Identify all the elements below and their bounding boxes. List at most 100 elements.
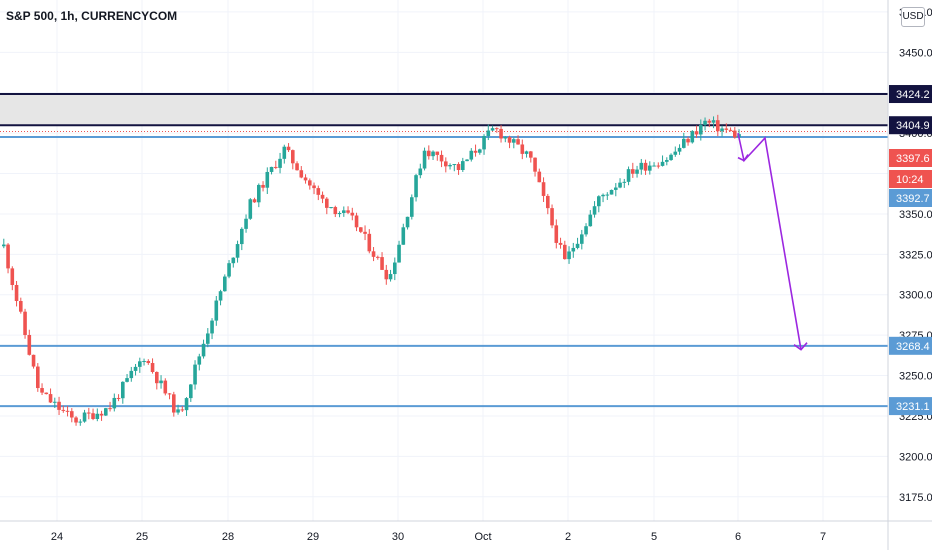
candle: [376, 256, 380, 258]
candle: [82, 412, 87, 422]
candle: [316, 188, 321, 195]
y-tick-label: 3350.0: [899, 209, 932, 221]
candle: [159, 380, 163, 384]
candle: [482, 136, 486, 150]
candle: [669, 154, 673, 161]
candle: [418, 168, 423, 176]
candle: [703, 120, 707, 125]
candle: [520, 144, 525, 154]
candles-layer: [2, 114, 741, 426]
candle: [2, 244, 6, 247]
candle: [218, 291, 223, 301]
resistance-low-label-bg: [889, 116, 932, 135]
candle: [40, 388, 44, 393]
y-tick-label: 3300.0: [899, 290, 932, 302]
candle: [235, 244, 240, 258]
candle: [23, 311, 27, 335]
candle: [677, 147, 682, 152]
candle: [99, 413, 104, 416]
candle: [635, 169, 639, 174]
grid-layer: [0, 0, 888, 521]
candle: [367, 233, 372, 252]
support-label-bg: [889, 336, 932, 355]
candle: [31, 354, 36, 367]
candle: [690, 131, 695, 143]
candle: [176, 409, 180, 413]
candle: [265, 171, 270, 188]
candle: [291, 150, 295, 164]
candle: [469, 150, 474, 160]
projection-path: [737, 132, 802, 350]
candle: [384, 269, 389, 280]
arrowhead: [793, 342, 808, 351]
candle: [388, 274, 393, 280]
x-tick-label: 25: [136, 531, 148, 543]
candle: [414, 175, 418, 198]
candle: [252, 199, 257, 203]
candle: [444, 161, 448, 167]
candle: [138, 361, 142, 367]
candle: [575, 243, 580, 248]
candle: [588, 214, 593, 227]
candle: [65, 410, 70, 412]
y-tick-label: 3325.0: [899, 249, 932, 261]
candle: [507, 137, 512, 143]
candle: [320, 194, 325, 199]
candle: [257, 184, 261, 203]
x-tick-label: 5: [651, 531, 657, 543]
candle: [146, 360, 151, 364]
candle: [592, 206, 597, 215]
candle: [244, 218, 248, 229]
candle: [274, 166, 278, 168]
candle: [733, 130, 737, 138]
candle: [333, 207, 338, 215]
candle: [648, 165, 652, 171]
candle: [618, 182, 622, 188]
candle: [643, 162, 648, 171]
candle: [354, 215, 359, 228]
candle: [184, 398, 189, 411]
candle: [631, 169, 635, 174]
projection-arrow[interactable]: [737, 132, 808, 351]
candle: [558, 242, 563, 245]
candle: [74, 417, 78, 423]
resistance-zone: [0, 94, 888, 126]
candle: [626, 169, 631, 182]
candle: [711, 120, 716, 123]
candle: [393, 262, 397, 275]
candle: [44, 392, 49, 395]
candle: [478, 149, 482, 153]
current-price-label: 3397.6: [896, 153, 930, 165]
candle: [601, 194, 605, 197]
x-tick-label: 2: [565, 531, 571, 543]
candle: [206, 333, 210, 344]
candle: [359, 227, 363, 232]
candle: [401, 227, 406, 245]
candle: [499, 128, 503, 139]
support-label-bg: [889, 397, 932, 416]
candle: [452, 164, 457, 166]
currency-button[interactable]: USD: [901, 7, 925, 27]
candle: [231, 257, 236, 264]
candle: [116, 397, 121, 399]
candle: [129, 370, 134, 379]
candle: [605, 194, 610, 196]
support-label: 3231.1: [896, 401, 930, 413]
candle: [541, 182, 546, 196]
y-tick-label: 3175.0: [899, 492, 932, 504]
level-layer: [0, 93, 888, 408]
support-label: 3268.4: [896, 341, 930, 353]
candle: [699, 124, 703, 135]
candle: [495, 128, 499, 130]
candle: [329, 207, 333, 209]
candle: [465, 159, 469, 162]
candle: [546, 195, 550, 209]
candle: [597, 196, 601, 207]
candle: [295, 163, 299, 171]
candle: [286, 146, 291, 151]
candle: [609, 189, 614, 195]
candle: [210, 320, 214, 334]
candle: [584, 226, 588, 235]
candle: [155, 371, 159, 384]
